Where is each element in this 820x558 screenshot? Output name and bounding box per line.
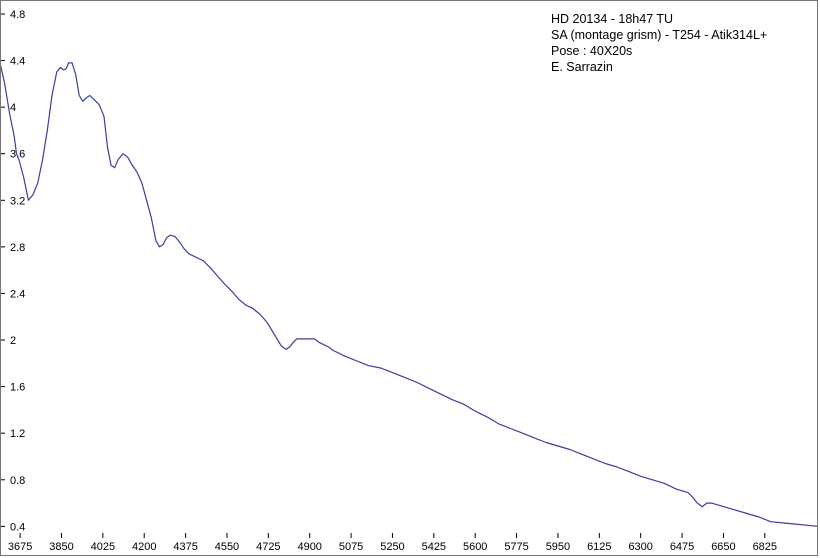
x-tick-label: 5950	[546, 541, 570, 553]
annotation-line-3: Pose : 40X20s	[551, 44, 632, 58]
y-tick-label: 0.8	[10, 475, 25, 487]
y-tick-label: 4.8	[10, 9, 25, 21]
x-tick-label: 6650	[711, 541, 735, 553]
y-tick-label: 2.8	[10, 242, 25, 254]
y-tick-label: 3.2	[10, 195, 25, 207]
x-tick-label: 4200	[132, 541, 156, 553]
x-tick-label: 4025	[91, 541, 115, 553]
x-tick-label: 5600	[463, 541, 487, 553]
y-tick-label: 0.4	[10, 521, 25, 533]
annotation-line-1: HD 20134 - 18h47 TU	[551, 12, 673, 26]
x-tick-label: 5075	[339, 541, 363, 553]
spectrum-line	[0, 62, 819, 527]
x-tick-label: 4375	[173, 541, 197, 553]
x-tick-label: 3850	[49, 541, 73, 553]
x-tick-label: 6825	[753, 541, 777, 553]
x-tick-label: 4900	[297, 541, 321, 553]
annotation-line-2: SA (montage grism) - T254 - Atik314L+	[551, 28, 767, 42]
y-tick-label: 4.4	[10, 56, 25, 68]
x-tick-label: 5250	[380, 541, 404, 553]
x-axis: 3675 3850 4025 4200 4375 4550 4725 4900 5075 5250…	[8, 533, 777, 553]
x-tick-label: 5425	[422, 541, 446, 553]
y-tick-label: 1.6	[10, 382, 25, 394]
x-tick-label: 3675	[8, 541, 32, 553]
annotation-line-4: E. Sarrazin	[551, 60, 613, 74]
y-tick-label: 4	[10, 102, 16, 114]
y-tick-label: 1.2	[10, 428, 25, 440]
x-tick-label: 5775	[504, 541, 528, 553]
x-tick-label: 4725	[256, 541, 280, 553]
x-tick-label: 6300	[628, 541, 652, 553]
y-tick-label: 3.6	[10, 149, 25, 161]
y-tick-label: 2	[10, 335, 16, 347]
series-layer	[0, 62, 819, 527]
x-tick-label: 4550	[215, 541, 239, 553]
x-tick-label: 6475	[670, 541, 694, 553]
y-tick-label: 2.4	[10, 288, 25, 300]
x-tick-label: 6125	[587, 541, 611, 553]
